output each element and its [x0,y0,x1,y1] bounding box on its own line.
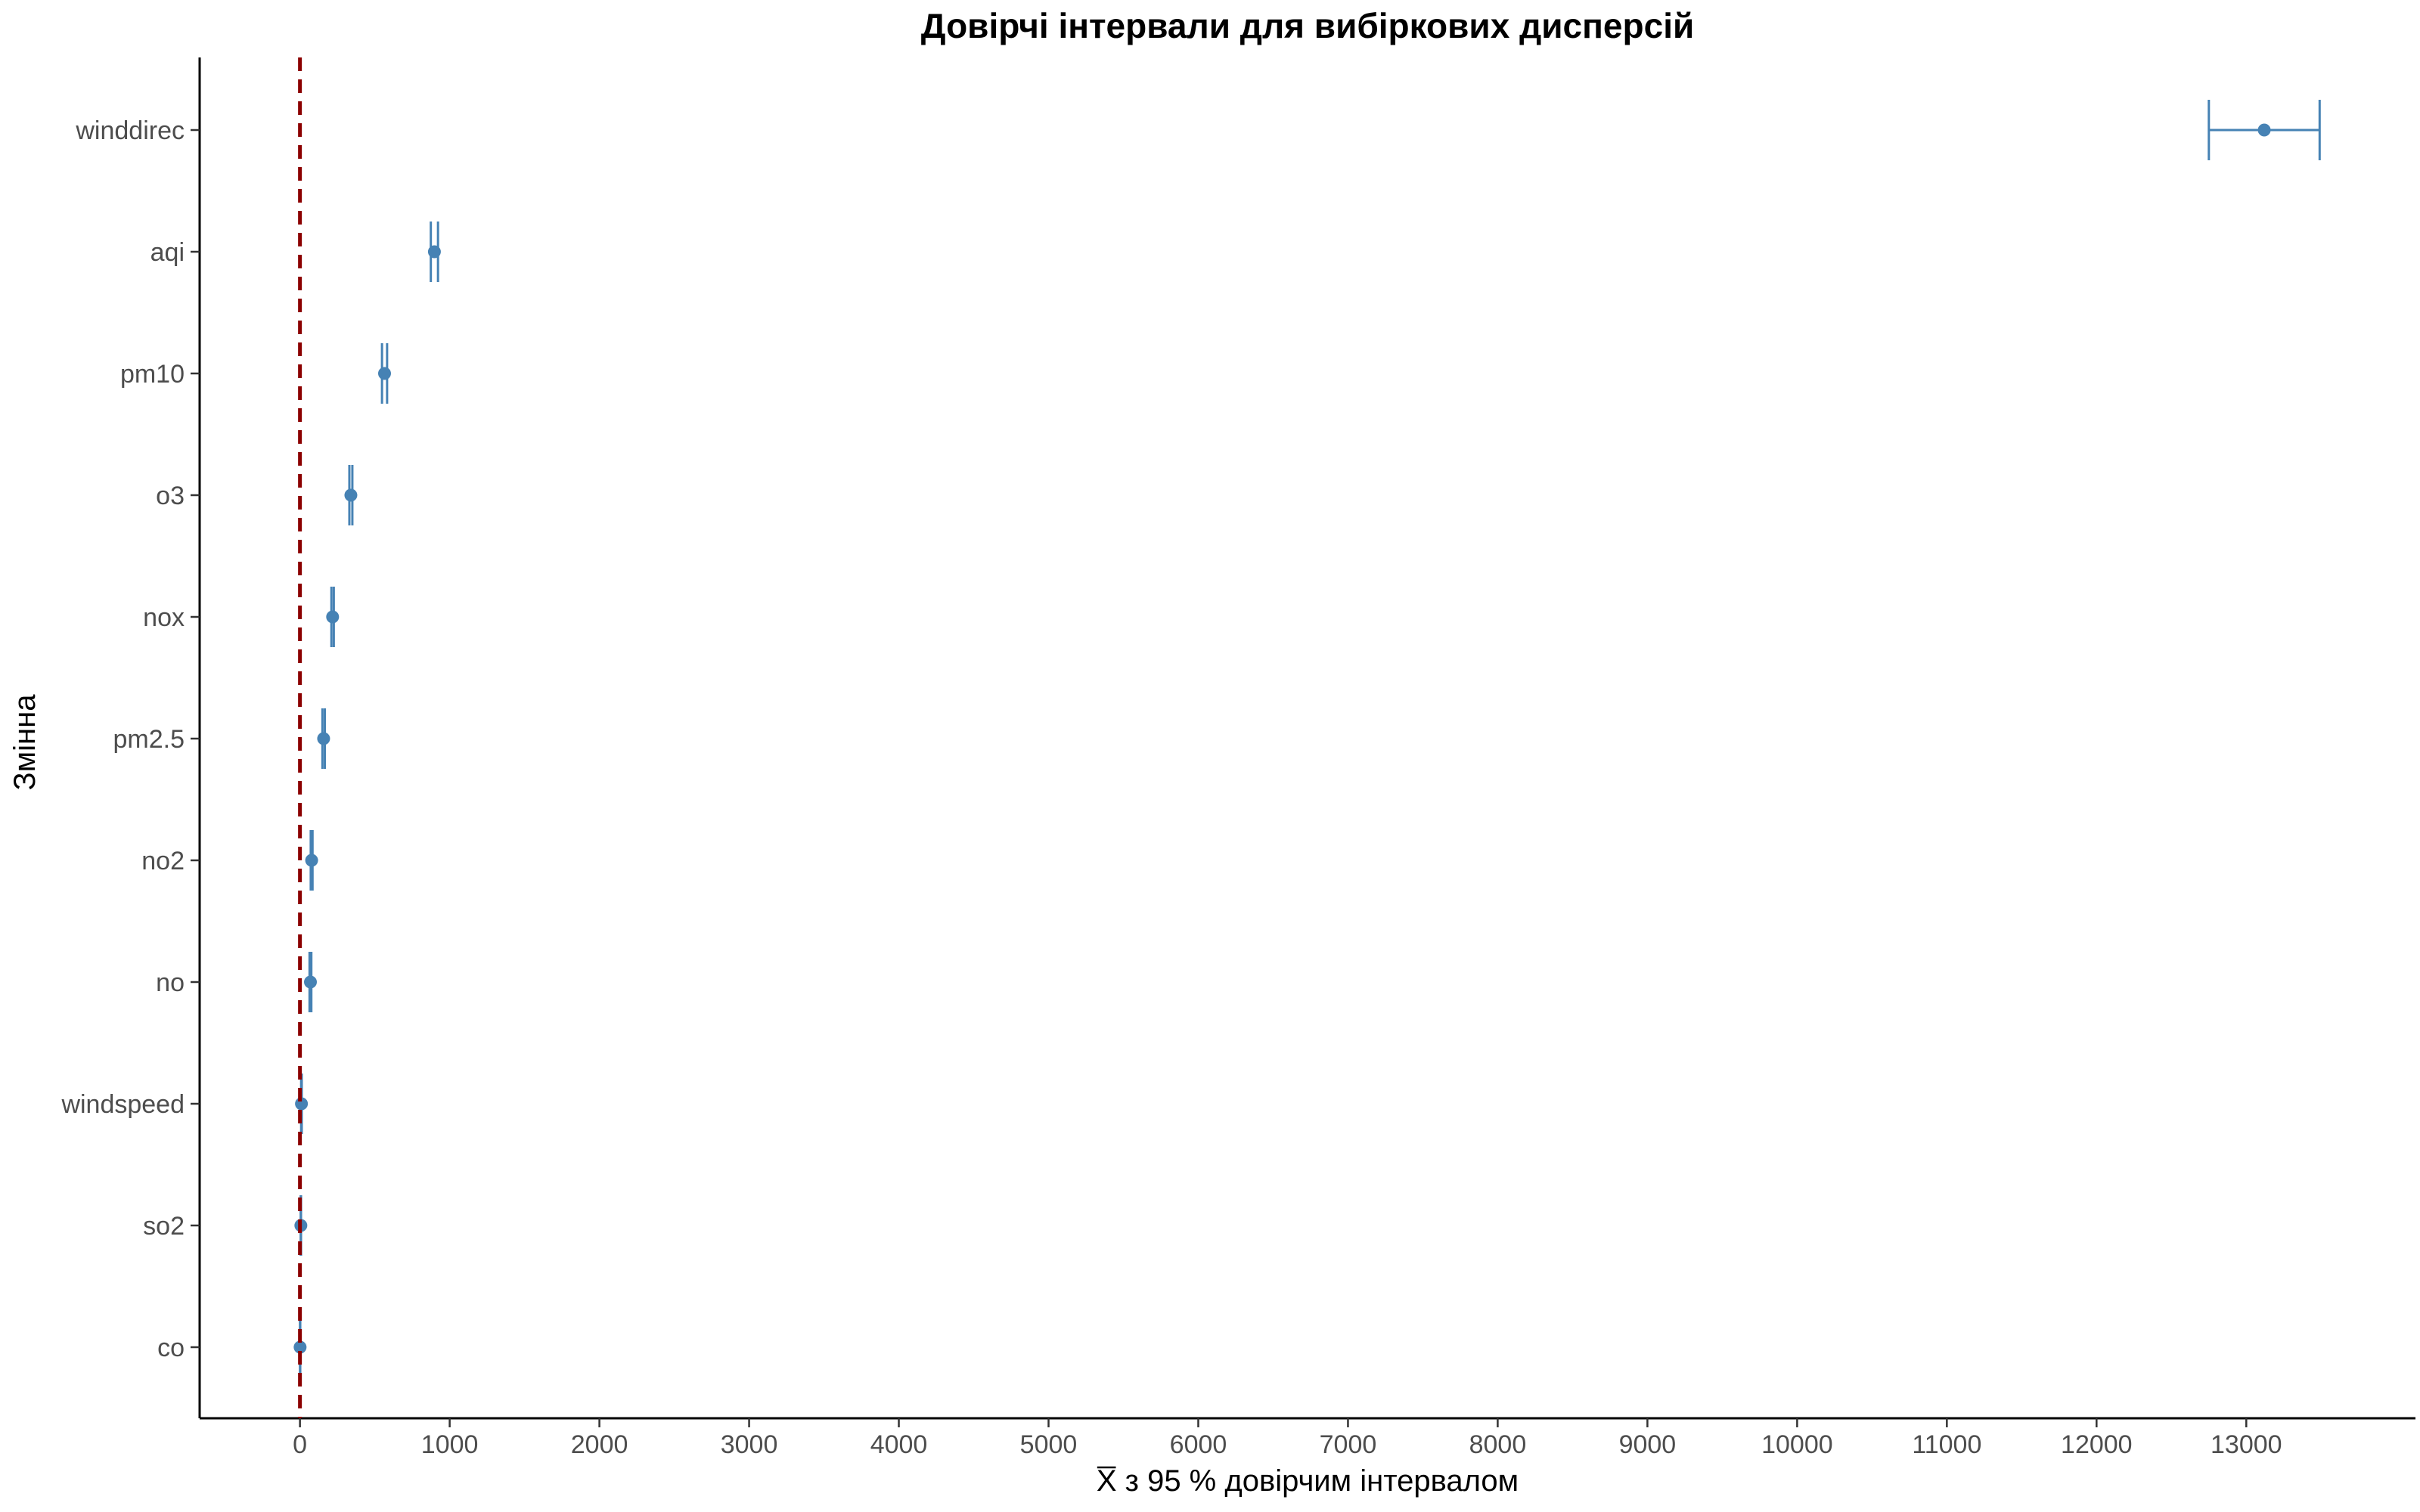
errorbar-windspeed [295,1074,309,1134]
x-tick-label: 2000 [571,1430,628,1459]
data-point [305,854,318,867]
x-axis-label-text: з 95 % довірчим інтервалом [1117,1464,1519,1498]
y-tick-label: so2 [143,1212,185,1241]
x-tick-label: 7000 [1320,1430,1377,1459]
y-tick-label: o3 [156,482,185,510]
errorbar-o3 [344,465,358,525]
x-tick-label: 12000 [2061,1430,2133,1459]
errorbar-nox [326,587,340,647]
data-point [317,732,330,745]
data-point [377,367,391,380]
x-tick-label: 1000 [421,1430,479,1459]
data-point [2257,123,2271,137]
data-point [293,1340,307,1354]
data-point [344,488,358,502]
errorbar-pm10 [377,343,391,404]
x-tick-label: 6000 [1170,1430,1227,1459]
chart-title: Довірчі інтервали для вибіркових дисперс… [921,6,1695,45]
x-tick-label: 4000 [870,1430,928,1459]
y-axis-label: Змінна [8,694,42,791]
y-tick-label: no2 [141,847,185,875]
x-tick-label: 10000 [1761,1430,1833,1459]
errorbar-pm2.5 [317,708,330,769]
x-tick-label: 5000 [1020,1430,1078,1459]
y-tick-label: aqi [150,238,185,267]
errorbar-no [304,952,317,1012]
data-point [326,610,340,624]
errorbar-winddirec [2207,100,2321,160]
y-tick-label: no [156,968,185,997]
x-axis-label-symbol: X [1097,1464,1117,1498]
y-tick-label: winddirec [75,116,185,145]
y-tick-label: windspeed [60,1090,185,1119]
x-tick-label: 11000 [1912,1430,1981,1459]
x-tick-label: 3000 [721,1430,778,1459]
y-tick-label: pm10 [120,360,185,389]
data-point [427,245,441,259]
errorbar-aqi [427,222,441,282]
errorbar-co [293,1317,307,1377]
x-tick-label: 13000 [2211,1430,2282,1459]
y-tick-label: nox [143,603,185,632]
y-tick-label: pm2.5 [113,725,185,754]
x-axis-label: X з 95 % довірчим інтервалом [1097,1464,1519,1498]
data-point [304,975,317,989]
errorbar-no2 [305,830,318,891]
x-tick-label: 0 [293,1430,307,1459]
y-tick-label: co [157,1334,185,1362]
x-tick-label: 9000 [1619,1430,1677,1459]
plot-area: 0 1000 2000 3000 4000 5000 6000 7000 8000 9000 100… [60,57,2415,1459]
x-tick-label: 8000 [1469,1430,1527,1459]
